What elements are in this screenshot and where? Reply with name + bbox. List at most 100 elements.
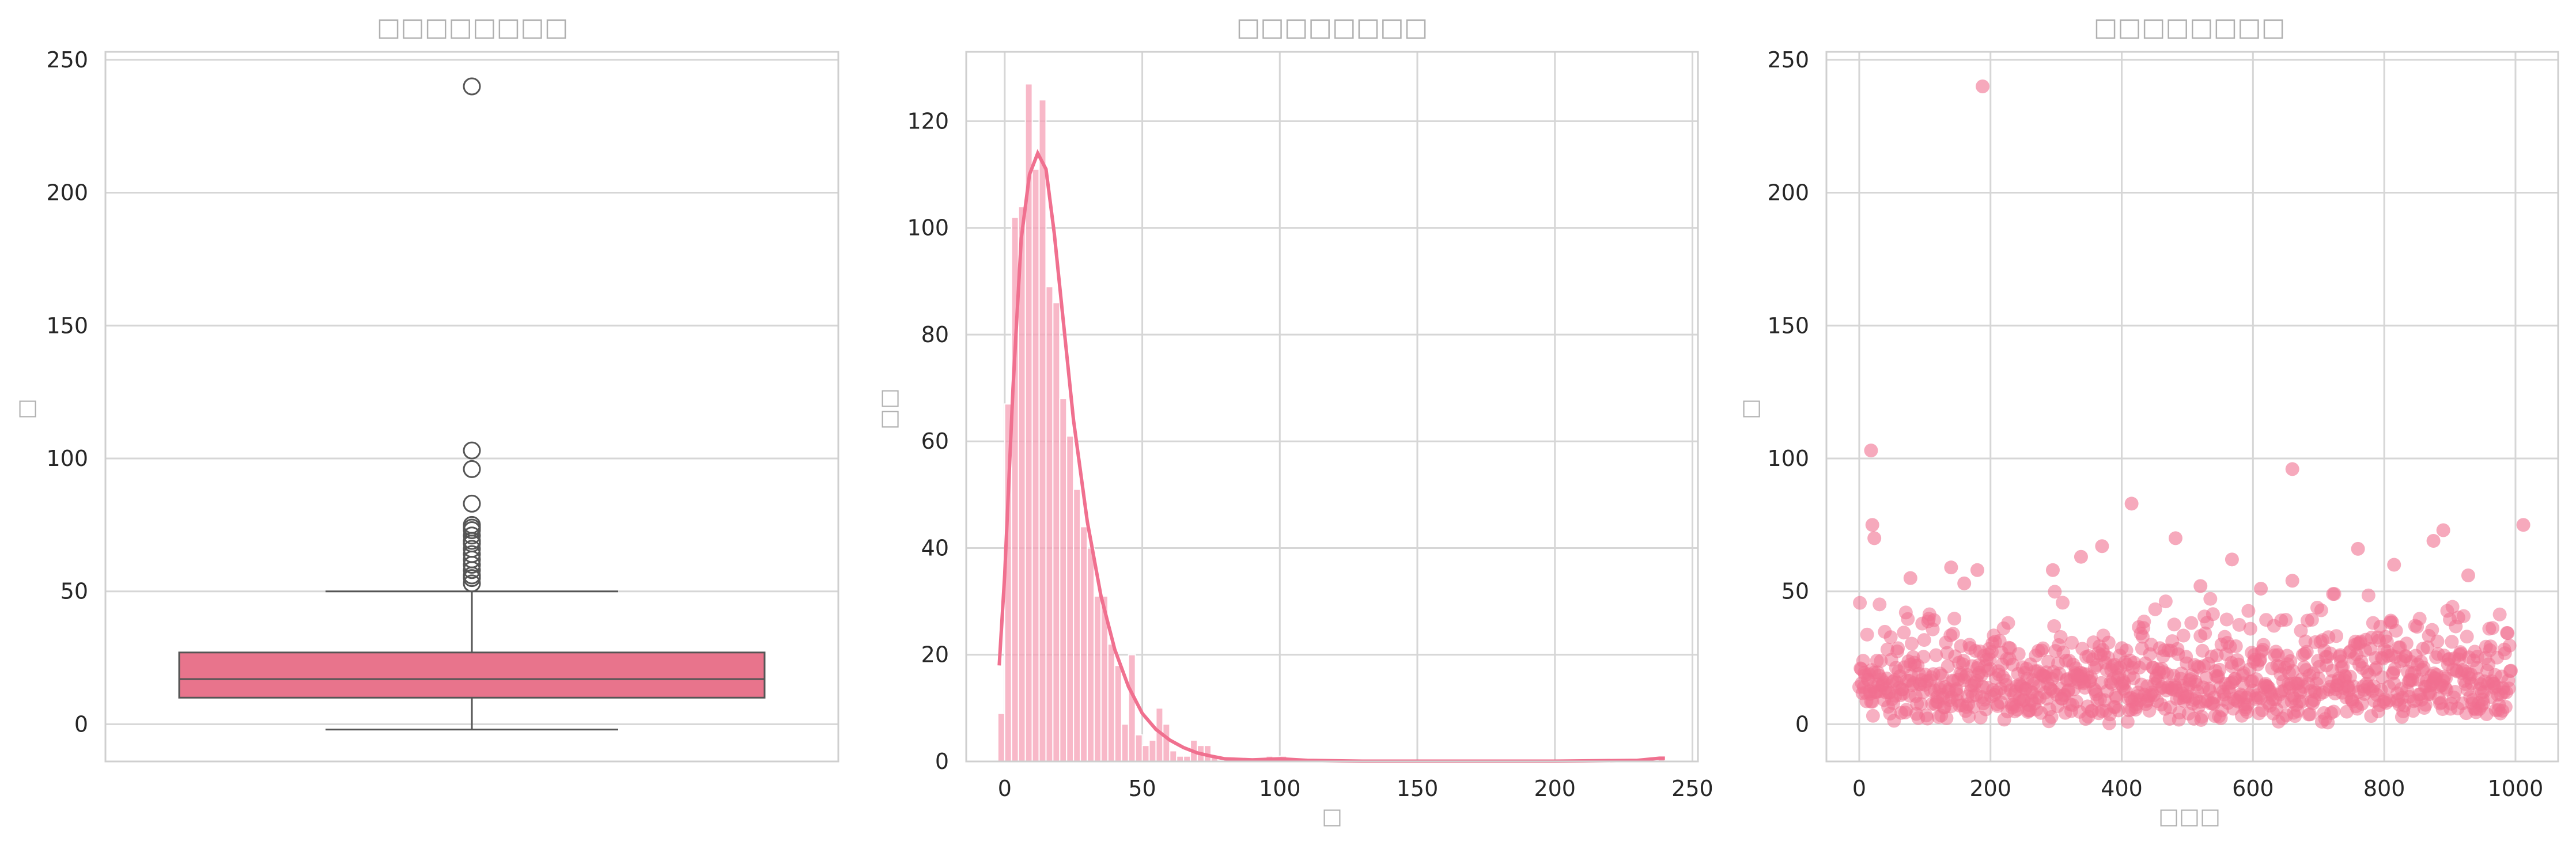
scatter-point xyxy=(2461,568,2475,583)
scatter-x-tick-label: 400 xyxy=(2101,776,2143,801)
scatter-point xyxy=(2193,579,2208,593)
histogram-title: □□□□□□□□ xyxy=(1236,13,1428,42)
histogram-bar xyxy=(1121,723,1129,762)
scatter-point xyxy=(1970,563,1984,577)
scatter-point xyxy=(2389,624,2403,638)
box-outlier-point xyxy=(463,441,481,460)
scatter-point xyxy=(2168,531,2182,545)
box-outlier-point xyxy=(463,460,481,478)
scatter-point xyxy=(2184,616,2199,630)
scatter-point xyxy=(2460,630,2474,644)
scatter-point xyxy=(1891,641,1905,655)
histogram-y-tick-label: 20 xyxy=(921,642,949,668)
histogram-y-tick-label: 120 xyxy=(907,108,949,134)
scatter-point xyxy=(2137,615,2151,629)
histogram-bar xyxy=(1169,750,1178,762)
scatter-point xyxy=(2254,582,2268,596)
box-plot-y-tick-label: 100 xyxy=(46,446,88,471)
histogram-panel: □□□□□□□□ □ □□ 0 20 40 60 80 100 120 0 50 100 150 20… xyxy=(876,13,1713,829)
scatter-point xyxy=(2305,613,2319,627)
scatter-point xyxy=(1957,576,1972,590)
histogram-bar xyxy=(1087,547,1095,762)
histogram-bar xyxy=(997,712,1005,763)
box-outlier-point xyxy=(463,521,481,540)
box-plot-y-tick-label: 50 xyxy=(60,579,88,604)
box-plot-y-tick-label: 0 xyxy=(74,711,88,737)
scatter-point xyxy=(2456,609,2471,623)
histogram-y-label: □□ xyxy=(876,388,901,430)
scatter-point xyxy=(2351,541,2365,556)
scatter-point xyxy=(2327,587,2342,601)
scatter-x-tick-label: 600 xyxy=(2232,776,2274,801)
scatter-point xyxy=(2064,635,2079,650)
scatter-point xyxy=(2501,626,2515,640)
scatter-point xyxy=(2001,616,2015,630)
box-outlier-point xyxy=(463,77,481,96)
scatter-point xyxy=(2203,592,2218,606)
histogram-x-tick-label: 150 xyxy=(1397,776,1439,801)
histogram-x-tick-label: 100 xyxy=(1259,776,1301,801)
box-plot-y-tick-label: 150 xyxy=(46,313,88,338)
scatter-point xyxy=(2502,681,2516,696)
histogram-bar xyxy=(1162,723,1171,762)
scatter-point xyxy=(1874,654,1888,668)
box-plot-axes-frame xyxy=(104,51,839,763)
scatter-y-tick-label: 50 xyxy=(1781,579,1809,604)
scatter-point xyxy=(1944,560,1958,575)
histogram-y-tick-label: 40 xyxy=(921,535,949,560)
scatter-point xyxy=(2148,602,2162,616)
box-outlier-point xyxy=(463,574,481,593)
histogram-x-tick-label: 0 xyxy=(998,776,1012,801)
histogram-bar xyxy=(1031,168,1040,763)
scatter-point xyxy=(1929,648,1943,662)
scatter-point xyxy=(2298,634,2313,649)
scatter-point xyxy=(1860,627,1874,642)
histogram-bar xyxy=(1148,739,1157,763)
box-outlier-point xyxy=(463,569,481,588)
scatter-point xyxy=(2329,629,2344,643)
histogram-bar xyxy=(1080,526,1088,763)
scatter-point xyxy=(2299,645,2314,659)
scatter-point xyxy=(2380,634,2394,649)
histogram-bar xyxy=(1045,286,1054,763)
scatter-point xyxy=(2232,617,2246,632)
scatter-point xyxy=(2285,462,2299,476)
scatter-y-tick-label: 150 xyxy=(1767,313,1809,338)
histogram-x-tick-label: 250 xyxy=(1671,776,1713,801)
scatter-point xyxy=(1979,702,1993,717)
scatter-point xyxy=(2445,600,2460,614)
scatter-point xyxy=(2327,704,2341,719)
scatter-x-tick-label: 1000 xyxy=(2488,776,2544,801)
scatter-point xyxy=(2053,630,2068,644)
scatter-point xyxy=(1917,633,1931,647)
histogram-bar xyxy=(1094,595,1102,763)
box-outlier-point xyxy=(463,526,481,545)
histogram-bar xyxy=(1128,654,1136,762)
scatter-point xyxy=(2243,621,2257,636)
box-outlier-point xyxy=(463,561,481,579)
scatter-point xyxy=(2101,635,2116,650)
histogram-y-tick-label: 60 xyxy=(921,429,949,454)
scatter-point xyxy=(1866,708,1880,723)
scatter-point xyxy=(2120,715,2135,729)
scatter-point xyxy=(1883,630,1898,645)
scatter-point xyxy=(1873,597,1887,612)
scatter-x-tick-label: 200 xyxy=(1969,776,2011,801)
scatter-point xyxy=(2045,563,2060,577)
histogram-bar xyxy=(1134,734,1143,762)
box-outlier-point xyxy=(463,494,481,513)
scatter-point xyxy=(2426,534,2441,548)
scatter-point xyxy=(2124,496,2139,511)
histogram-bar xyxy=(1073,488,1081,762)
scatter-point xyxy=(1914,697,1928,711)
scatter-y-tick-label: 250 xyxy=(1767,47,1809,73)
scatter-point xyxy=(2285,574,2299,588)
scatter-point xyxy=(1853,596,1867,610)
scatter-point xyxy=(1856,654,1870,668)
scatter-x-tick-label: 0 xyxy=(1852,776,1866,801)
scatter-point xyxy=(2502,638,2517,653)
scatter-point xyxy=(2047,619,2061,633)
scatter-point xyxy=(2486,621,2500,635)
histogram-x-label: □ xyxy=(1322,803,1342,829)
scatter-point xyxy=(2111,703,2125,718)
